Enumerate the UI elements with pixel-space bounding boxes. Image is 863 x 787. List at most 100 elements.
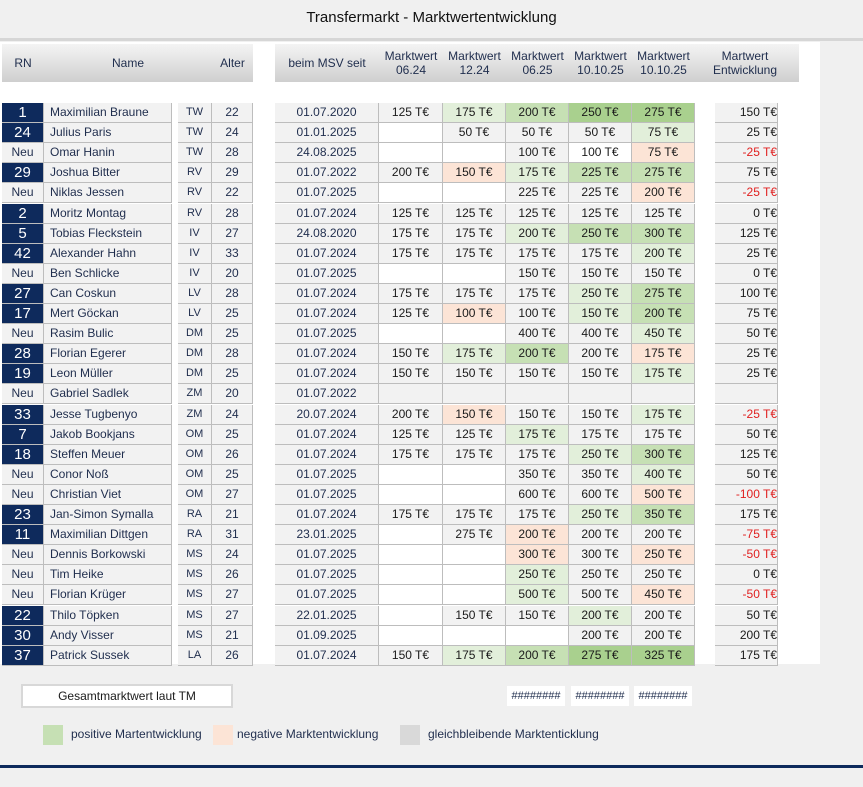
cell-ent[interactable]: 50 T€ [715,605,778,626]
cell-seit[interactable]: 01.07.2024 [275,424,379,445]
cell-pos[interactable]: RV [178,163,212,184]
cell-mw-0[interactable] [379,565,443,586]
cell-mw-1[interactable]: 175 T€ [443,344,506,365]
cell-mw-1[interactable]: 275 T€ [443,525,506,546]
cell-ent[interactable]: -25 T€ [715,143,778,164]
cell-mw-3[interactable]: 200 T€ [569,625,632,646]
cell-mw-1[interactable]: 100 T€ [443,304,506,324]
cell-mw-4[interactable]: 275 T€ [632,163,695,184]
cell-pos[interactable]: OM [178,444,212,465]
cell-mw-4[interactable]: 75 T€ [632,143,695,164]
cell-mw-0[interactable]: 175 T€ [379,444,443,465]
cell-alter[interactable]: 31 [212,525,253,546]
cell-rn[interactable]: Neu [2,143,44,164]
cell-mw-0[interactable]: 150 T€ [379,645,443,666]
cell-mw-4[interactable] [632,384,695,405]
cell-ent[interactable]: 25 T€ [715,243,778,264]
cell-mw-2[interactable] [506,625,569,646]
cell-mw-4[interactable]: 450 T€ [632,585,695,606]
cell-mw-4[interactable]: 200 T€ [632,525,695,546]
cell-seit[interactable]: 01.07.2020 [275,103,379,123]
cell-ent[interactable] [715,384,778,405]
cell-rn[interactable]: 27 [2,283,44,304]
cell-mw-1[interactable] [443,625,506,646]
cell-mw-3[interactable]: 200 T€ [569,525,632,546]
cell-mw-1[interactable]: 175 T€ [443,223,506,244]
cell-mw-2[interactable]: 150 T€ [506,263,569,284]
cell-pos[interactable]: IV [178,263,212,284]
cell-mw-4[interactable]: 450 T€ [632,324,695,345]
cell-mw-2[interactable]: 350 T€ [506,464,569,485]
cell-mw-1[interactable]: 150 T€ [443,163,506,184]
cell-mw-1[interactable] [443,585,506,606]
cell-ent[interactable]: 100 T€ [715,283,778,304]
cell-mw-0[interactable]: 175 T€ [379,223,443,244]
cell-mw-0[interactable] [379,263,443,284]
cell-mw-4[interactable]: 300 T€ [632,444,695,465]
cell-alter[interactable]: 28 [212,203,253,224]
cell-seit[interactable]: 20.07.2024 [275,404,379,425]
cell-rn[interactable]: Neu [2,324,44,345]
cell-mw-4[interactable]: 200 T€ [632,304,695,324]
cell-mw-2[interactable]: 100 T€ [506,143,569,164]
cell-mw-1[interactable]: 125 T€ [443,424,506,445]
cell-mw-1[interactable] [443,263,506,284]
cell-name[interactable]: Niklas Jessen [44,183,172,204]
cell-name[interactable]: Thilo Töpken [44,605,172,626]
cell-ent[interactable]: -25 T€ [715,404,778,425]
cell-mw-3[interactable]: 400 T€ [569,324,632,345]
cell-name[interactable]: Mert Göckan [44,304,172,324]
cell-mw-2[interactable]: 150 T€ [506,364,569,385]
cell-seit[interactable]: 01.07.2024 [275,243,379,264]
cell-rn[interactable]: Neu [2,464,44,485]
cell-seit[interactable]: 01.07.2025 [275,585,379,606]
cell-mw-3[interactable]: 100 T€ [569,143,632,164]
cell-mw-1[interactable] [443,545,506,566]
cell-seit[interactable]: 01.07.2024 [275,304,379,324]
cell-mw-1[interactable]: 175 T€ [443,243,506,264]
cell-ent[interactable]: 50 T€ [715,424,778,445]
cell-alter[interactable]: 20 [212,384,253,405]
cell-mw-0[interactable] [379,324,443,345]
cell-mw-1[interactable]: 175 T€ [443,505,506,525]
cell-rn[interactable]: 37 [2,645,44,666]
cell-seit[interactable]: 01.07.2024 [275,364,379,385]
cell-mw-2[interactable]: 400 T€ [506,324,569,345]
cell-mw-2[interactable]: 250 T€ [506,565,569,586]
cell-mw-4[interactable]: 200 T€ [632,243,695,264]
cell-mw-4[interactable]: 350 T€ [632,505,695,525]
cell-pos[interactable]: DM [178,324,212,345]
cell-name[interactable]: Moritz Montag [44,203,172,224]
cell-alter[interactable]: 24 [212,545,253,566]
cell-name[interactable]: Tim Heike [44,565,172,586]
cell-rn[interactable]: 24 [2,123,44,144]
cell-name[interactable]: Jan-Simon Symalla [44,505,172,525]
cell-alter[interactable]: 27 [212,223,253,244]
cell-rn[interactable]: 22 [2,605,44,626]
cell-rn[interactable]: 7 [2,424,44,445]
cell-mw-1[interactable]: 175 T€ [443,283,506,304]
cell-seit[interactable]: 01.07.2025 [275,324,379,345]
cell-mw-3[interactable]: 275 T€ [569,645,632,666]
cell-mw-3[interactable]: 50 T€ [569,123,632,144]
cell-mw-3[interactable]: 225 T€ [569,163,632,184]
cell-rn[interactable]: 2 [2,203,44,224]
cell-mw-0[interactable]: 150 T€ [379,364,443,385]
cell-pos[interactable]: MS [178,585,212,606]
cell-mw-3[interactable]: 350 T€ [569,464,632,485]
cell-rn[interactable]: Neu [2,565,44,586]
cell-ent[interactable]: 75 T€ [715,304,778,324]
cell-name[interactable]: Andy Visser [44,625,172,646]
cell-rn[interactable]: 30 [2,625,44,646]
cell-alter[interactable]: 29 [212,163,253,184]
cell-mw-3[interactable]: 250 T€ [569,505,632,525]
cell-mw-3[interactable]: 150 T€ [569,364,632,385]
cell-ent[interactable]: 75 T€ [715,163,778,184]
cell-mw-2[interactable]: 50 T€ [506,123,569,144]
cell-alter[interactable]: 24 [212,123,253,144]
cell-rn[interactable]: 42 [2,243,44,264]
cell-pos[interactable]: RA [178,505,212,525]
cell-rn[interactable]: 33 [2,404,44,425]
cell-mw-3[interactable]: 250 T€ [569,565,632,586]
cell-name[interactable]: Steffen Meuer [44,444,172,465]
